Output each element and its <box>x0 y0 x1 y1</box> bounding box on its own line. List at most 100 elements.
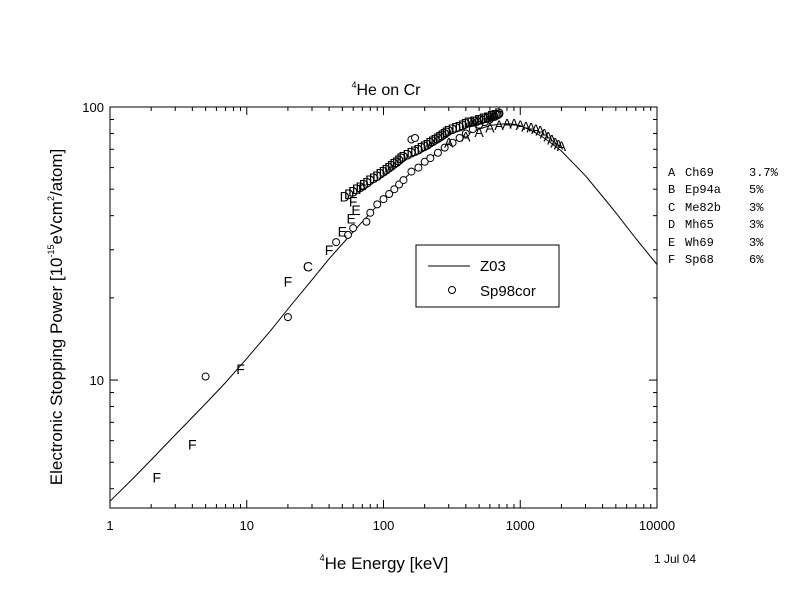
series-a-point: A <box>536 123 546 139</box>
x-tick-label: 1000 <box>506 518 535 533</box>
ref-letter: E <box>668 235 676 250</box>
axes: 1 10 100 1000 10000 10 100 <box>82 100 675 533</box>
series-d-point: D <box>444 123 454 139</box>
series-d-point: D <box>451 120 461 136</box>
date-stamp: 1 Jul 04 <box>654 552 697 566</box>
series-a-point: A <box>543 128 553 144</box>
series-d-point: D <box>430 132 440 148</box>
sp98cor-point <box>283 313 292 322</box>
series-a-point: A <box>554 136 564 152</box>
sp98cor-point <box>420 157 429 166</box>
series-d-point: D <box>375 166 385 182</box>
series-d-point: D <box>461 116 471 132</box>
series-d-point: D <box>352 181 362 197</box>
ref-error: 6% <box>749 253 764 268</box>
series-a-point: A <box>494 117 504 133</box>
sp98cor-point <box>440 143 449 152</box>
series-d-point: D <box>479 110 489 126</box>
sp98cor-point <box>362 217 371 226</box>
series-d-point: D <box>428 133 438 149</box>
x-axis-label: 4He Energy [keV] <box>320 553 449 573</box>
series-d-point: D <box>344 186 354 202</box>
sp98cor-point <box>433 148 442 157</box>
reference-row: D Mh65 3% <box>668 217 778 234</box>
sp98cor-point <box>411 133 420 142</box>
reference-row: A Ch69 3.7% <box>668 165 778 182</box>
series-d-point: D <box>413 141 423 157</box>
ref-name: Ep94a <box>685 183 722 198</box>
series-f-point: F <box>236 361 245 377</box>
series-d-point: D <box>387 158 397 174</box>
ref-letter: D <box>668 218 676 233</box>
series-f-point: F <box>284 273 293 289</box>
data-markers: A A A A AAAAAAAAAAAAAACDDDDDDDDDDDDDDDDDDDDD… <box>153 105 567 485</box>
sp98cor-point <box>426 154 435 163</box>
series-d-point: D <box>403 146 413 162</box>
ref-name: Sp68 <box>685 253 714 268</box>
x-tick-label: 1 <box>106 518 113 533</box>
series-a-point: A <box>444 135 454 151</box>
series-d-point: D <box>392 154 402 170</box>
y-tick-label: 100 <box>82 100 104 115</box>
series-d-point: D <box>437 127 447 143</box>
sp98cor-point <box>349 224 358 233</box>
series-d-point: D <box>410 143 420 159</box>
series-d-point: D <box>458 117 468 133</box>
series-f-point: F <box>188 437 197 453</box>
series-d-point: D <box>384 160 394 176</box>
series-d-point: D <box>469 113 479 129</box>
series-d-point: D <box>492 106 502 122</box>
series-d-point: D <box>448 121 458 137</box>
sp98cor-point <box>366 208 375 217</box>
series-d-point: D <box>340 189 350 205</box>
series-d-point: D <box>398 148 408 164</box>
sp98cor-point <box>390 185 399 194</box>
series-a-point: A <box>550 135 560 151</box>
series-e-point: E <box>346 211 355 227</box>
ref-name: Me82b <box>685 200 722 215</box>
ref-error: 3% <box>749 218 764 233</box>
reference-row: F Sp68 6% <box>668 252 778 269</box>
series-d-point: D <box>420 138 430 154</box>
series-d-point: D <box>356 179 366 195</box>
series-d-point: D <box>423 136 433 152</box>
sp98cor-point <box>455 133 464 142</box>
series-d-point: D <box>489 108 499 124</box>
sp98cor-point <box>373 200 382 209</box>
series-d-point: D <box>396 150 406 166</box>
series-d-point: D <box>417 140 427 156</box>
ref-error: 3% <box>749 200 764 215</box>
series-d-point: D <box>406 145 416 161</box>
x-tick-label: 10000 <box>639 518 675 533</box>
sp98cor-point <box>495 110 504 119</box>
series-d-point: D <box>378 164 388 180</box>
sp98cor-point <box>385 190 394 199</box>
series-a-point: A <box>474 124 484 140</box>
series-c-point: C <box>303 259 313 275</box>
series-d-point: D <box>369 170 379 186</box>
sp98cor-point <box>468 125 477 134</box>
sp98cor-point <box>343 230 352 239</box>
series-d-point: D <box>455 118 465 134</box>
series-f-point: F <box>349 194 358 210</box>
reference-list: A Ch69 3.7% B Ep94a 5% C Me82b 3% D Mh65 3% E Wh6… <box>668 165 778 269</box>
series-d-point: D <box>466 114 476 130</box>
sp98cor-point <box>201 372 210 381</box>
series-d-point: D <box>494 105 504 121</box>
series-d-point: D <box>381 162 391 178</box>
ref-name: Ch69 <box>685 166 714 180</box>
series-d-point: D <box>359 177 369 193</box>
series-d-point: D <box>483 109 493 125</box>
series-a-point: A <box>502 116 512 132</box>
chart-title: 4He on Cr <box>351 80 421 99</box>
series-a-point: A <box>531 121 541 137</box>
legend-entry-z03: Z03 <box>480 258 506 275</box>
legend-circle-marker <box>448 286 456 294</box>
series-a-point: A <box>521 118 531 134</box>
series-d-point: D <box>476 111 486 127</box>
series-d-point: D <box>442 124 452 140</box>
sp98cor-point <box>379 195 388 204</box>
sp98cor-point <box>448 138 457 147</box>
series-f-point: F <box>325 242 334 258</box>
series-d-point: D <box>372 168 382 184</box>
